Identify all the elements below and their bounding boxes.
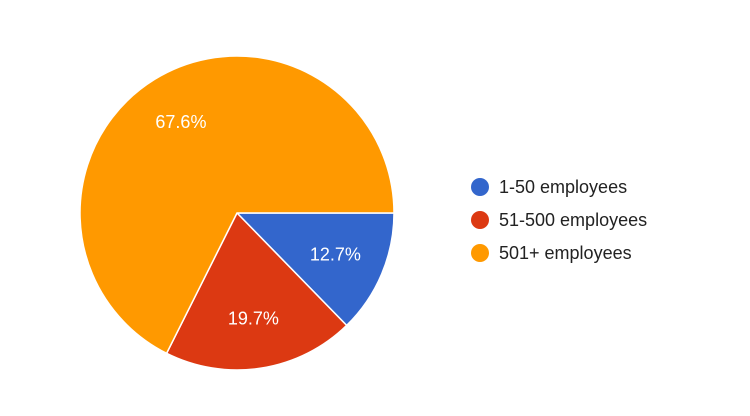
pie-slice-3 (79, 55, 395, 355)
legend-label-1: 1-50 employees (499, 177, 627, 197)
legend-swatch-3 (471, 244, 489, 262)
pie-slice-labels: 12.7% 19.7% 67.6% (155, 112, 360, 328)
legend: 1-50 employees 51-500 employees 501+ emplo… (471, 177, 647, 263)
legend-swatch-2 (471, 211, 489, 229)
legend-label-2: 51-500 employees (499, 210, 647, 230)
legend-swatch-1 (471, 178, 489, 196)
pie-slices (79, 55, 395, 371)
pie-slice-label-2: 19.7% (228, 308, 279, 328)
pie-slice-label-1: 12.7% (310, 244, 361, 264)
pie-slice-1 (235, 212, 395, 327)
pie-slice-2 (165, 211, 348, 371)
legend-label-3: 501+ employees (499, 243, 632, 263)
pie-slice-label-3: 67.6% (155, 112, 206, 132)
